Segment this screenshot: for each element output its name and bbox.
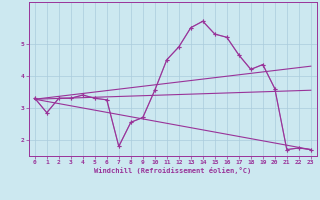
X-axis label: Windchill (Refroidissement éolien,°C): Windchill (Refroidissement éolien,°C) — [94, 167, 252, 174]
